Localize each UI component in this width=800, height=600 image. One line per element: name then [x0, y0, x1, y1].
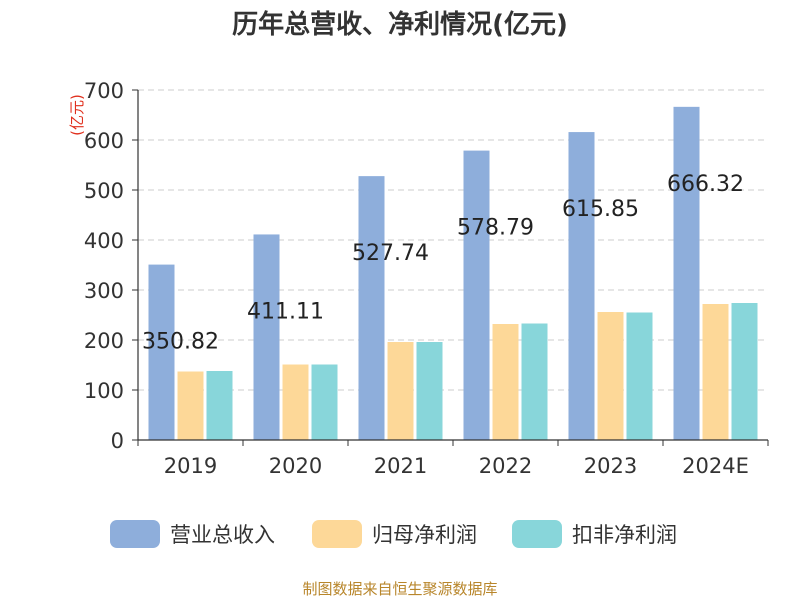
- bar-series-3: [731, 303, 758, 440]
- gridlines: [138, 89, 768, 391]
- data-label: 527.74: [352, 241, 429, 266]
- bar-series-3: [206, 371, 233, 440]
- chart-title: 历年总营收、净利情况(亿元): [232, 9, 568, 40]
- bar-series-1: [253, 234, 280, 440]
- x-tick-label: 2019: [164, 454, 217, 478]
- bar-series-2: [597, 312, 624, 440]
- data-label: 615.85: [562, 197, 639, 222]
- y-axis-label: (亿元): [68, 94, 86, 136]
- bar-series-2: [387, 342, 414, 440]
- y-tick-label: 500: [84, 179, 124, 203]
- bar-series-3: [626, 312, 653, 440]
- legend-label: 归母净利润: [372, 523, 477, 547]
- bar-series-1: [568, 132, 595, 440]
- legend-label: 扣非净利润: [572, 523, 677, 547]
- bar-series-3: [521, 323, 548, 440]
- y-tick-label: 200: [84, 329, 124, 353]
- y-tick-label: 100: [84, 379, 124, 403]
- source-note: 制图数据来自恒生聚源数据库: [302, 580, 497, 598]
- bar-series-2: [177, 371, 204, 440]
- bar-series-1: [463, 150, 490, 441]
- y-tick-labels: 0 100 200 300 400 500 600 700: [84, 79, 124, 453]
- x-tick-label: 2020: [269, 454, 322, 478]
- x-tick-labels: 2019 2020 2021 2022 2023 2024E: [164, 454, 749, 478]
- bar-series-1: [673, 106, 700, 440]
- bar-series-2: [492, 324, 519, 440]
- bar-series-1: [148, 264, 175, 440]
- data-labels: 350.82 411.11 527.74 578.79 615.85 666.32: [142, 172, 744, 355]
- bar-series-1: [358, 176, 385, 440]
- legend-label: 营业总收入: [170, 523, 275, 547]
- y-tick-label: 0: [111, 429, 124, 453]
- x-tick-label: 2022: [479, 454, 532, 478]
- bar-series-2: [702, 304, 729, 440]
- bar-series-3: [311, 364, 338, 440]
- y-tick-label: 700: [84, 79, 124, 103]
- y-tick-label: 300: [84, 279, 124, 303]
- legend-swatch: [312, 520, 362, 548]
- legend-swatch: [512, 520, 562, 548]
- y-tick-label: 600: [84, 129, 124, 153]
- bar-series-2: [282, 364, 309, 440]
- legend-swatch: [110, 520, 160, 548]
- bars: [148, 106, 758, 441]
- y-tick-label: 400: [84, 229, 124, 253]
- data-label: 350.82: [142, 330, 219, 355]
- data-label: 411.11: [247, 299, 324, 324]
- x-tick-label: 2021: [374, 454, 427, 478]
- bar-series-3: [416, 342, 443, 440]
- data-label: 666.32: [667, 172, 744, 197]
- legend: 营业总收入 归母净利润 扣非净利润: [110, 520, 677, 548]
- x-tick-label: 2023: [584, 454, 637, 478]
- x-tick-label: 2024E: [682, 454, 749, 478]
- data-label: 578.79: [457, 216, 534, 241]
- axes: [132, 89, 769, 446]
